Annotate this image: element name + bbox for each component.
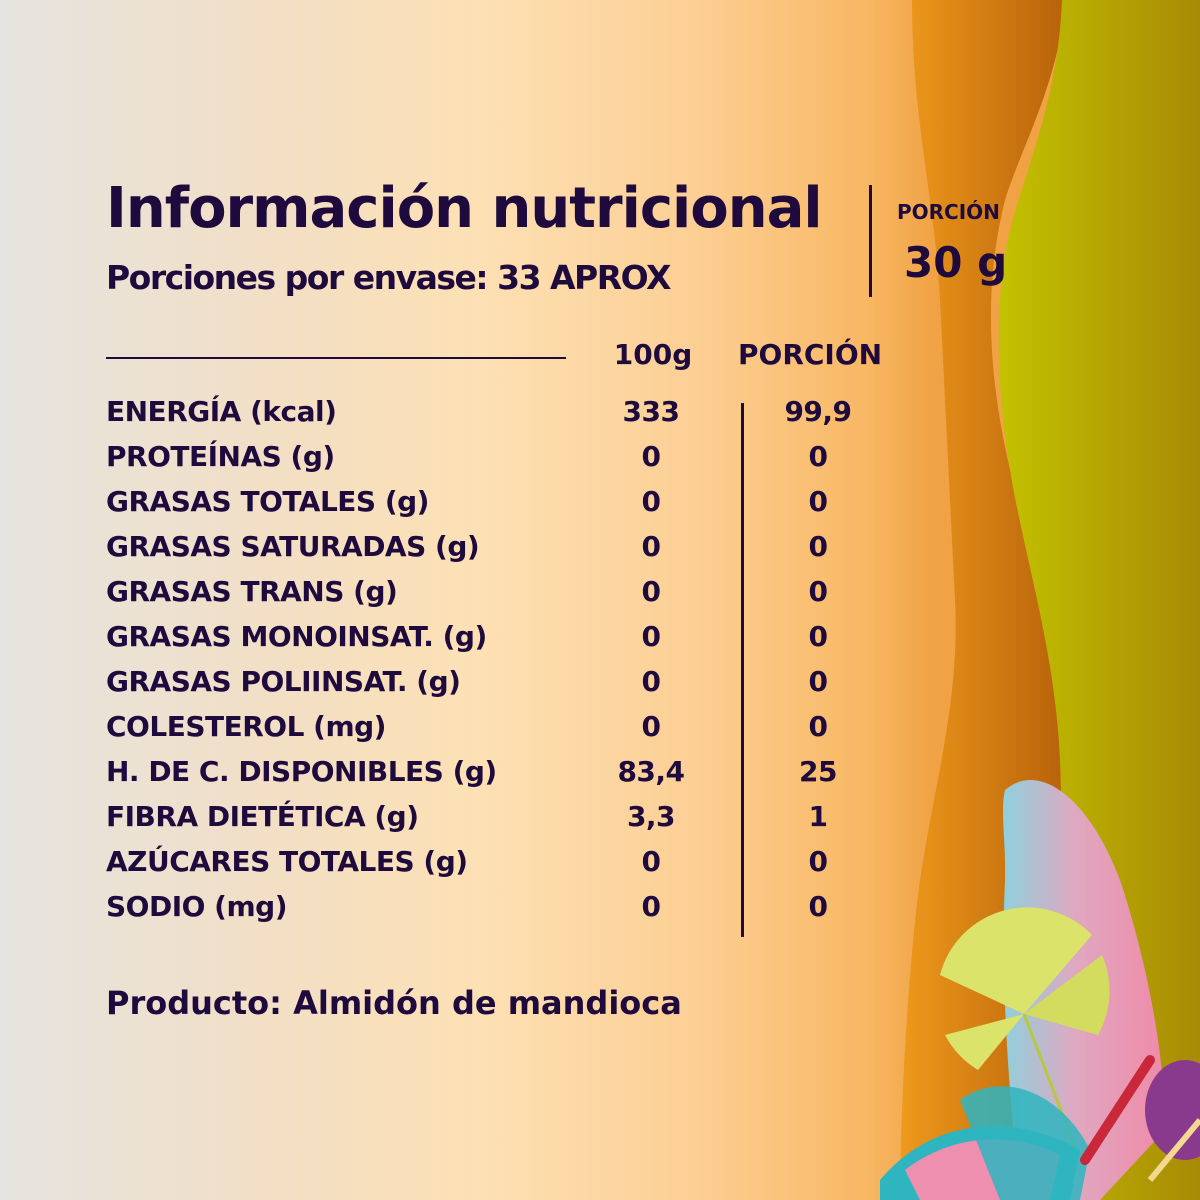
nutrient-label: GRASAS SATURADAS (g): [106, 530, 480, 563]
value-per-100g: 0: [641, 440, 661, 473]
value-per-100g: 3,3: [626, 800, 676, 833]
nutrient-label: PROTEÍNAS (g): [106, 440, 335, 473]
table-row: H. DE C. DISPONIBLES (g) 83,4 25: [106, 755, 866, 800]
value-per-portion: 0: [808, 530, 828, 563]
value-per-100g: 0: [641, 710, 661, 743]
nutrient-label: GRASAS POLIINSAT. (g): [106, 665, 461, 698]
value-per-portion: 0: [808, 845, 828, 878]
value-per-portion: 0: [808, 440, 828, 473]
servings-per-container: Porciones por envase: 33 APROX: [106, 258, 671, 297]
nutrient-label: AZÚCARES TOTALES (g): [106, 845, 468, 878]
nutrient-label: ENERGÍA (kcal): [106, 395, 337, 428]
value-per-100g: 0: [641, 845, 661, 878]
value-per-portion: 0: [808, 710, 828, 743]
table-header-rule: [106, 357, 566, 359]
portion-size-label: PORCIÓN: [897, 200, 1000, 224]
value-per-portion: 0: [808, 665, 828, 698]
nutrient-label: GRASAS TRANS (g): [106, 575, 398, 608]
value-per-portion: 1: [808, 800, 828, 833]
value-per-portion: 0: [808, 890, 828, 923]
table-column-divider: [741, 403, 744, 937]
nutrient-label: FIBRA DIETÉTICA (g): [106, 800, 419, 833]
product-name: Producto: Almidón de mandioca: [106, 984, 682, 1022]
value-per-100g: 333: [622, 395, 680, 428]
table-row: GRASAS POLIINSAT. (g) 0 0: [106, 665, 866, 710]
page-title: Información nutricional: [106, 176, 823, 241]
table-row: PROTEÍNAS (g) 0 0: [106, 440, 866, 485]
nutrient-label: SODIO (mg): [106, 890, 288, 923]
value-per-portion: 0: [808, 485, 828, 518]
header-divider: [869, 185, 872, 297]
value-per-portion: 0: [808, 575, 828, 608]
column-header-100g: 100g: [613, 338, 693, 371]
portion-size-value: 30 g: [904, 238, 1008, 287]
value-per-portion: 0: [808, 620, 828, 653]
table-row: GRASAS TRANS (g) 0 0: [106, 575, 866, 620]
table-row: GRASAS SATURADAS (g) 0 0: [106, 530, 866, 575]
nutrient-label: H. DE C. DISPONIBLES (g): [106, 755, 497, 788]
table-row: FIBRA DIETÉTICA (g) 3,3 1: [106, 800, 866, 845]
nutrient-label: GRASAS MONOINSAT. (g): [106, 620, 487, 653]
value-per-portion: 99,9: [784, 395, 852, 428]
table-row: AZÚCARES TOTALES (g) 0 0: [106, 845, 866, 890]
table-row: ENERGÍA (kcal) 333 99,9: [106, 395, 866, 440]
table-row: GRASAS MONOINSAT. (g) 0 0: [106, 620, 866, 665]
value-per-100g: 0: [641, 485, 661, 518]
value-per-100g: 0: [641, 530, 661, 563]
value-per-100g: 0: [641, 575, 661, 608]
table-row: SODIO (mg) 0 0: [106, 890, 866, 935]
nutrient-label: GRASAS TOTALES (g): [106, 485, 429, 518]
value-per-100g: 0: [641, 665, 661, 698]
column-header-portion: PORCIÓN: [738, 338, 883, 371]
table-row: COLESTEROL (mg) 0 0: [106, 710, 866, 755]
table-row: GRASAS TOTALES (g) 0 0: [106, 485, 866, 530]
nutrient-label: COLESTEROL (mg): [106, 710, 386, 743]
value-per-100g: 0: [641, 890, 661, 923]
value-per-portion: 25: [799, 755, 837, 788]
value-per-100g: 83,4: [617, 755, 685, 788]
value-per-100g: 0: [641, 620, 661, 653]
